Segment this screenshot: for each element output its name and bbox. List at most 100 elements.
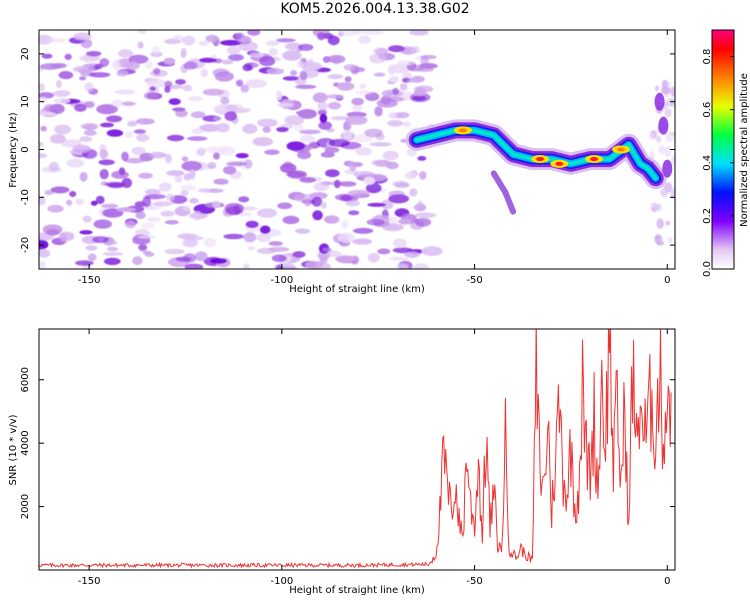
noise-blob bbox=[166, 170, 185, 177]
noise-blob bbox=[182, 238, 198, 248]
noise-blob bbox=[307, 58, 314, 68]
noise-blob bbox=[50, 63, 67, 69]
noise-blob bbox=[670, 188, 675, 199]
noise-blob bbox=[164, 86, 171, 93]
noise-blob bbox=[99, 58, 110, 67]
noise-blob bbox=[228, 54, 244, 61]
noise-blob bbox=[317, 101, 329, 111]
noise-blob bbox=[224, 111, 237, 122]
signal-peak bbox=[536, 157, 545, 162]
noise-blob bbox=[418, 63, 438, 69]
noise-blob bbox=[202, 88, 224, 96]
noise-blob bbox=[299, 135, 316, 143]
noise-blob bbox=[87, 253, 97, 262]
noise-blob bbox=[388, 96, 405, 102]
noise-blob bbox=[213, 152, 220, 160]
noise-blob bbox=[398, 218, 412, 225]
noise-blob bbox=[148, 151, 167, 159]
noise-blob bbox=[284, 115, 305, 126]
colorbar-tick-label: 0.2 bbox=[702, 208, 713, 224]
noise-blob bbox=[304, 201, 311, 207]
noise-blob bbox=[182, 35, 196, 46]
noise-blob bbox=[39, 153, 48, 159]
noise-blob bbox=[184, 263, 204, 269]
noise-blob bbox=[276, 90, 283, 101]
noise-blob bbox=[74, 103, 87, 112]
noise-blob bbox=[180, 184, 197, 191]
noise-blob bbox=[404, 171, 417, 180]
noise-blob bbox=[348, 210, 360, 216]
noise-blob bbox=[325, 250, 342, 258]
noise-blob bbox=[203, 146, 226, 154]
noise-blob bbox=[293, 123, 304, 131]
noise-blob bbox=[420, 54, 437, 60]
noise-blob bbox=[341, 219, 349, 229]
noise-blob bbox=[187, 136, 208, 142]
noise-blob bbox=[413, 263, 429, 269]
noise-blob bbox=[367, 202, 387, 207]
noise-blob bbox=[667, 236, 674, 244]
noise-blob bbox=[664, 131, 675, 143]
noise-blob bbox=[343, 64, 357, 71]
noise-blob bbox=[104, 181, 126, 187]
noise-blob bbox=[147, 78, 166, 89]
noise-blob bbox=[213, 116, 222, 121]
noise-blob bbox=[324, 147, 340, 153]
noise-blob bbox=[282, 215, 300, 225]
noise-blob bbox=[377, 248, 391, 255]
colorbar-ticks: 0.0 0.2 0.4 0.6 0.8 bbox=[702, 49, 734, 277]
noise-blob bbox=[282, 76, 299, 81]
noise-blob bbox=[53, 98, 71, 104]
noise-blob bbox=[286, 171, 306, 178]
noise-blob bbox=[116, 207, 136, 212]
y-tick-label: 2000 bbox=[20, 494, 31, 519]
noise-blob bbox=[124, 131, 134, 138]
noise-blob bbox=[392, 87, 399, 96]
noise-blob bbox=[182, 205, 191, 212]
noise-blob bbox=[83, 129, 97, 136]
signal-edge-blob bbox=[662, 159, 673, 178]
noise-blob bbox=[69, 191, 77, 197]
noise-blob bbox=[41, 53, 53, 59]
noise-blob bbox=[116, 70, 129, 77]
noise-blob bbox=[275, 264, 283, 269]
noise-blob bbox=[106, 246, 119, 252]
noise-blob bbox=[290, 70, 298, 76]
noise-blob bbox=[299, 129, 321, 135]
noise-blob bbox=[106, 129, 124, 137]
noise-blob bbox=[351, 97, 365, 106]
noise-blob bbox=[111, 99, 123, 108]
noise-blob bbox=[106, 240, 118, 245]
noise-blob bbox=[395, 111, 410, 119]
noise-blob bbox=[136, 133, 150, 142]
noise-blob bbox=[80, 38, 93, 49]
page-title: KOM5.2026.004.13.38.G02 bbox=[280, 1, 470, 17]
noise-blob bbox=[355, 90, 373, 95]
noise-blob bbox=[200, 68, 208, 78]
noise-blob bbox=[276, 102, 294, 107]
y-tick-label: 20 bbox=[20, 48, 31, 61]
noise-blob bbox=[353, 171, 375, 178]
noise-blob bbox=[323, 215, 340, 224]
noise-blob bbox=[245, 79, 268, 89]
noise-blob bbox=[243, 263, 250, 269]
noise-blob bbox=[165, 193, 175, 202]
noise-blob bbox=[413, 203, 427, 212]
noise-blob bbox=[367, 252, 380, 263]
noise-blob bbox=[664, 108, 672, 118]
noise-blob bbox=[392, 180, 409, 187]
colorbar-tick-label: 0.8 bbox=[702, 49, 713, 65]
noise-blob bbox=[382, 150, 399, 161]
noise-blob bbox=[92, 236, 109, 244]
noise-blob bbox=[175, 109, 188, 118]
signal-peak bbox=[459, 128, 467, 133]
noise-blob bbox=[410, 46, 421, 54]
noise-blob bbox=[125, 220, 136, 229]
noise-blob bbox=[39, 260, 46, 269]
noise-blob bbox=[164, 80, 173, 88]
noise-blob bbox=[151, 46, 161, 56]
noise-blob bbox=[96, 104, 118, 115]
noise-blob bbox=[73, 32, 92, 41]
noise-blob bbox=[328, 139, 350, 147]
noise-blob bbox=[121, 151, 129, 162]
